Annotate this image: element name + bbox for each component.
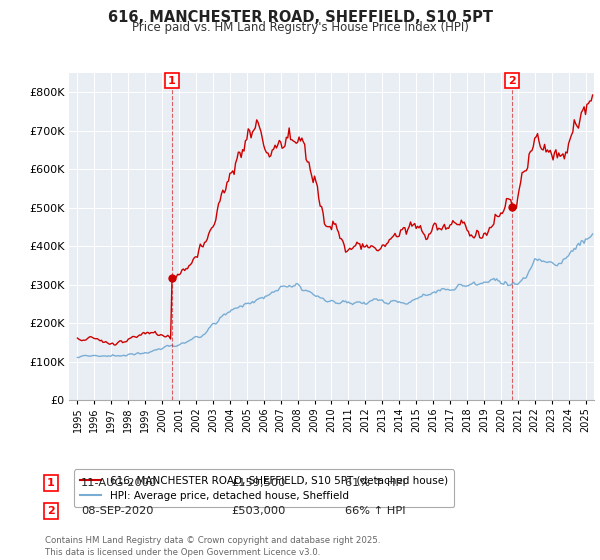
Text: 61% ↑ HPI: 61% ↑ HPI xyxy=(345,478,406,488)
Text: 1: 1 xyxy=(168,76,176,86)
Text: 616, MANCHESTER ROAD, SHEFFIELD, S10 5PT: 616, MANCHESTER ROAD, SHEFFIELD, S10 5PT xyxy=(107,10,493,25)
Text: 11-AUG-2000: 11-AUG-2000 xyxy=(81,478,157,488)
Text: 66% ↑ HPI: 66% ↑ HPI xyxy=(345,506,406,516)
Text: £503,000: £503,000 xyxy=(231,506,286,516)
Legend: 616, MANCHESTER ROAD, SHEFFIELD, S10 5PT (detached house), HPI: Average price, d: 616, MANCHESTER ROAD, SHEFFIELD, S10 5PT… xyxy=(74,469,454,507)
Text: Contains HM Land Registry data © Crown copyright and database right 2025.
This d: Contains HM Land Registry data © Crown c… xyxy=(45,536,380,557)
Text: Price paid vs. HM Land Registry's House Price Index (HPI): Price paid vs. HM Land Registry's House … xyxy=(131,21,469,34)
Text: 2: 2 xyxy=(47,506,55,516)
Text: £159,500: £159,500 xyxy=(231,478,286,488)
Text: 08-SEP-2020: 08-SEP-2020 xyxy=(81,506,154,516)
Text: 1: 1 xyxy=(47,478,55,488)
Text: 2: 2 xyxy=(508,76,516,86)
